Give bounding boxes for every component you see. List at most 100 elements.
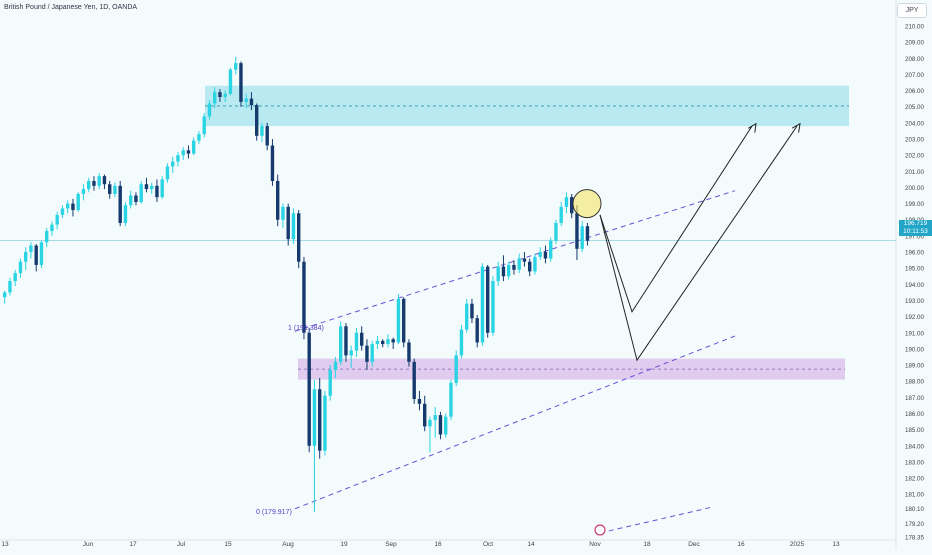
y-tick-label: 192.00	[905, 314, 924, 321]
candle-body	[155, 185, 159, 198]
candle-body	[281, 206, 285, 220]
y-tick-label: 199.00	[905, 201, 924, 208]
candle-body	[386, 339, 390, 345]
candle-body	[307, 332, 311, 446]
y-tick-label: 205.00	[905, 104, 924, 111]
candle-body	[171, 161, 175, 167]
candle-body	[66, 203, 70, 209]
candle-body	[396, 298, 401, 343]
x-tick-label: Oct	[483, 541, 493, 548]
candle-body	[423, 403, 427, 427]
candle-body	[176, 155, 180, 162]
y-tick-label: 194.00	[905, 282, 924, 289]
x-tick-label: 15	[224, 541, 232, 548]
candle-body	[528, 261, 532, 272]
y-tick-label: 193.00	[905, 298, 924, 305]
candle-body	[108, 184, 112, 194]
candle-body	[255, 105, 259, 136]
candle-body	[144, 184, 149, 190]
candle-body	[328, 369, 332, 396]
candle-body	[333, 361, 338, 370]
y-tick-label: 208.00	[905, 56, 924, 63]
projection-arrowhead-1	[748, 122, 757, 133]
candle-body	[228, 69, 233, 94]
candle-body	[265, 126, 269, 146]
projection-arrowhead-2	[791, 122, 801, 133]
fib-low-label: 0 (179.917)	[256, 509, 292, 516]
y-tick-label: 186.00	[905, 411, 924, 418]
x-tick-label: 2025	[790, 541, 805, 548]
candle-body	[81, 189, 86, 194]
projection-path-2	[599, 125, 798, 362]
y-tick-label: 189.00	[905, 363, 924, 370]
y-tick-label: 185.00	[905, 427, 924, 434]
candle-body	[207, 103, 212, 117]
candle-body	[354, 332, 359, 351]
candle-body	[417, 398, 422, 404]
y-tick-label: 181.00	[905, 492, 924, 499]
y-tick-label: 180.10	[905, 506, 924, 513]
y-tick-label: 195.00	[905, 266, 924, 273]
y-tick-label: 197.00	[905, 233, 924, 240]
candle-body	[339, 326, 343, 362]
candle-body	[517, 258, 521, 270]
candle-body	[459, 329, 464, 356]
candle-body	[134, 195, 138, 202]
bar-countdown: 10:11:53	[903, 228, 928, 235]
candle-body	[449, 382, 453, 417]
candle-body	[165, 166, 170, 180]
y-tick-label: 202.00	[905, 153, 924, 160]
channel-lower-line	[294, 335, 736, 510]
candle-body	[97, 176, 101, 186]
candle-body	[302, 261, 306, 333]
y-tick-label: 184.00	[905, 443, 924, 450]
candle-body	[402, 298, 406, 343]
candle-body	[370, 344, 374, 362]
candle-body	[113, 185, 117, 194]
candle-body	[50, 224, 54, 232]
candle-body	[223, 93, 227, 98]
candle-body	[118, 185, 122, 223]
y-tick-label: 196.00	[905, 250, 924, 257]
candle-body	[60, 208, 65, 215]
candle-body	[239, 63, 243, 102]
candle-body	[438, 415, 443, 435]
x-tick-label: 19	[340, 541, 348, 548]
candle-body	[570, 197, 574, 214]
candle-body	[150, 185, 154, 190]
y-tick-label: 182.00	[905, 476, 924, 483]
candle-body	[554, 222, 558, 241]
candle-body	[102, 176, 107, 185]
candle-body	[496, 266, 500, 282]
candle-body	[139, 184, 143, 202]
candle-body	[160, 179, 164, 198]
y-tick-label: 178.35	[905, 535, 924, 542]
projection-path-1	[599, 125, 753, 313]
highlight-circle	[572, 189, 602, 219]
candle-body	[276, 180, 280, 220]
x-tick-label: 17	[129, 541, 137, 548]
candle-body	[349, 350, 353, 356]
candle-body	[575, 213, 579, 249]
candle-body	[29, 245, 33, 253]
candle-body	[286, 206, 290, 240]
x-tick-label: Nov	[589, 541, 601, 548]
currency-button[interactable]: JPY	[897, 3, 927, 18]
candle-body	[13, 273, 17, 282]
candle-body	[538, 252, 542, 257]
candle-body	[375, 340, 380, 345]
y-tick-label: 187.00	[905, 395, 924, 402]
x-tick-label: Aug	[282, 541, 294, 548]
candle-body	[129, 195, 133, 206]
y-tick-label: 201.00	[905, 169, 924, 176]
candle-body	[360, 332, 364, 346]
candle-body	[234, 63, 238, 70]
last-price-value: 196.719	[903, 220, 928, 227]
candle-body	[454, 355, 458, 383]
candle-body	[312, 389, 317, 446]
candle-body	[71, 203, 75, 211]
y-tick-label: 210.00	[905, 24, 924, 31]
y-tick-label: 190.00	[905, 346, 924, 353]
